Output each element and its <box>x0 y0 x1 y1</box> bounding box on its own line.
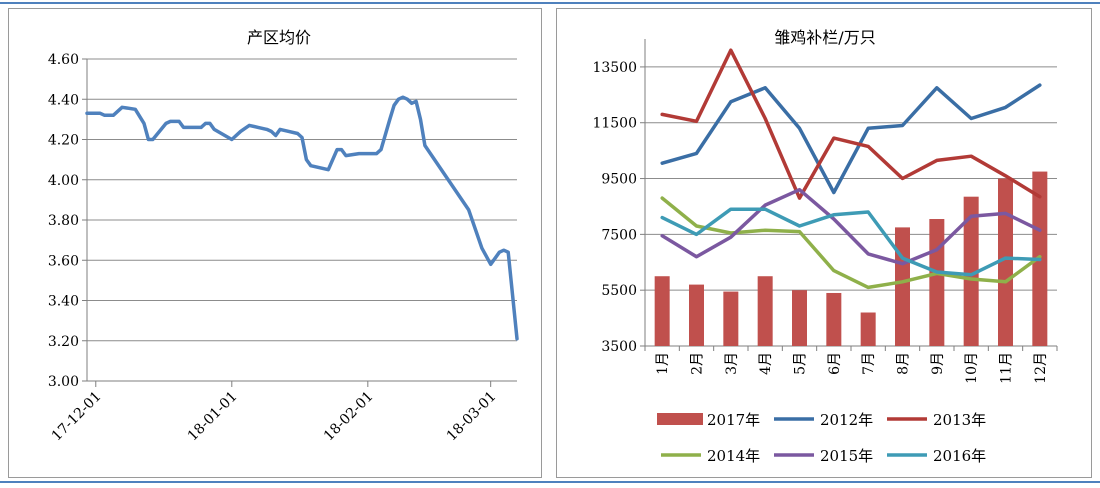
chart-title: 产区均价 <box>247 28 311 47</box>
y-tick-label: 13500 <box>592 60 637 76</box>
price-chart: 产区均价 4.60 4.40 4.20 4.00 3.80 3.60 3.40 3.20 3.0… <box>48 28 519 445</box>
legend-label: 2016年 <box>933 447 986 465</box>
series-line-2014 <box>660 196 1042 290</box>
bar-8 <box>895 227 910 346</box>
y-tick-label: 3.60 <box>48 253 79 269</box>
bar-11 <box>998 178 1013 346</box>
series-line-2013 <box>660 48 1042 200</box>
y-tick-label: 3.20 <box>48 334 79 350</box>
x-tick-label: 18-01-01 <box>185 389 241 445</box>
legend-label: 2014年 <box>707 447 760 465</box>
y-tick-label: 4.40 <box>48 92 79 108</box>
y-tick-label: 9500 <box>601 172 637 188</box>
bar-3 <box>723 291 739 346</box>
y-tick-label: 7500 <box>601 227 637 243</box>
y-tick-label: 4.00 <box>48 173 79 189</box>
y-tick-label: 3.40 <box>48 294 79 310</box>
series-line-2016 <box>660 207 1042 277</box>
chart-title: 雏鸡补栏/万只 <box>774 28 875 47</box>
chick-restock-chart-panel: 雏鸡补栏/万只 13500 11500 9500 7500 5500 3500 1月 2月 3月… <box>556 8 1092 478</box>
y-tick-label: 4.20 <box>48 133 79 149</box>
x-tick-label: 1月 <box>655 352 671 375</box>
bar-9 <box>929 219 945 346</box>
legend-label: 2017年 <box>707 411 760 429</box>
x-tick-label: 8月 <box>896 352 912 375</box>
x-tick-label: 10月 <box>964 352 980 384</box>
y-tick-label: 11500 <box>592 116 637 132</box>
x-tick-label: 17-12-01 <box>49 389 105 445</box>
x-tick-label: 9月 <box>930 352 946 375</box>
top-frame-line <box>0 2 1100 4</box>
bar-4 <box>757 276 773 346</box>
x-tick-label: 18-03-01 <box>444 389 500 445</box>
price-series-line <box>85 95 519 341</box>
y-tick-label: 4.60 <box>48 52 79 68</box>
x-tick-label: 12月 <box>1033 352 1049 384</box>
bar-7 <box>860 312 876 346</box>
legend-label: 2012年 <box>820 411 873 429</box>
bar-10 <box>963 196 979 346</box>
y-tick-label: 3500 <box>601 339 637 355</box>
x-tick-label: 7月 <box>861 352 877 375</box>
series-line-2015 <box>660 187 1042 266</box>
y-tick-label: 3.00 <box>48 374 79 390</box>
legend-label: 2013年 <box>933 411 986 429</box>
x-tick-label: 18-02-01 <box>321 389 377 445</box>
y-tick-label: 5500 <box>601 283 637 299</box>
y-tick-label: 3.80 <box>48 213 79 229</box>
legend-label: 2015年 <box>820 447 873 465</box>
x-tick-label: 4月 <box>758 352 774 375</box>
x-tick-label: 11月 <box>999 352 1015 384</box>
bottom-frame-line <box>0 481 1100 483</box>
x-tick-label: 2月 <box>690 352 706 375</box>
chick-restock-chart: 雏鸡补栏/万只 13500 11500 9500 7500 5500 3500 1月 2月 3月… <box>592 28 1058 465</box>
series-line-2012 <box>660 83 1042 195</box>
legend-swatch <box>657 413 703 425</box>
bar-2 <box>689 284 704 346</box>
price-chart-panel: 产区均价 4.60 4.40 4.20 4.00 3.80 3.60 3.40 3.20 3.0… <box>8 8 542 478</box>
x-tick-label: 6月 <box>827 352 843 375</box>
bar-1 <box>654 276 670 346</box>
x-tick-label: 5月 <box>793 352 809 375</box>
bar-5 <box>792 290 807 346</box>
bar-6 <box>826 292 842 346</box>
x-tick-label: 3月 <box>724 352 740 375</box>
